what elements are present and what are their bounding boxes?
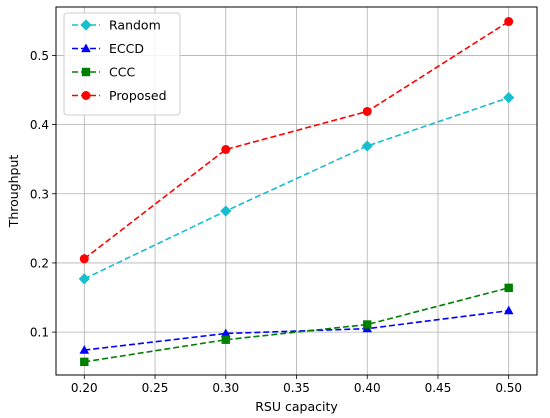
data-point-random [78,273,90,285]
y-tick-label: 0.1 [30,326,49,340]
series-line-random [83,96,509,280]
y-tick-label: 0.3 [30,187,49,201]
legend: Random ECCD CCC Proposed [63,12,181,116]
data-point-random [361,140,373,152]
x-axis-label: RSU capacity [255,399,338,414]
legend-item-ccc: CCC [72,65,135,80]
y-tick-label: 0.2 [30,256,49,270]
legend-label-proposed: Proposed [109,88,167,103]
ticks: 0.20 0.25 0.30 0.35 0.40 0.45 0.50 0.1 0.2 0.3 0.4… [30,49,522,395]
legend-marker-proposed [81,91,91,100]
data-point-eccd [220,328,231,338]
data-point-ccc [504,283,513,293]
x-tick-label: 0.25 [142,381,169,395]
data-point-proposed [362,106,372,116]
legend-marker-eccd [81,43,91,53]
x-tick-label: 0.50 [495,381,522,395]
data-point-eccd [503,305,514,315]
series-group [78,17,515,367]
x-tick-label: 0.30 [212,381,239,395]
data-point-ccc [221,335,230,344]
series-ccc [80,283,513,367]
x-tick-label: 0.20 [71,381,98,395]
legend-label-ccc: CCC [109,65,135,80]
x-tick-label: 0.45 [425,381,452,395]
legend-box [63,12,181,116]
y-tick-label: 0.4 [30,118,49,132]
legend-marker-ccc [81,67,91,77]
data-point-ccc [363,320,372,329]
legend-item-eccd: ECCD [72,41,144,56]
data-point-eccd [79,345,90,354]
legend-marker-random [80,19,92,31]
legend-item-random: Random [72,18,161,33]
legend-label-eccd: ECCD [109,41,144,56]
data-point-proposed [504,17,514,27]
grid [56,7,537,375]
series-proposed [79,17,514,264]
series-line-eccd [84,309,509,351]
data-point-random [220,205,232,217]
legend-item-proposed: Proposed [72,88,167,103]
x-tick-label: 0.35 [283,381,310,395]
data-point-proposed [79,254,89,264]
series-line-proposed [83,20,510,260]
data-point-proposed [221,144,231,154]
series-eccd [79,305,514,354]
data-point-random [503,92,515,104]
y-tick-label: 0.5 [30,49,49,63]
series-random [78,92,515,285]
legend-label-random: Random [109,18,161,33]
x-tick-label: 0.40 [354,381,381,395]
y-axis-label: Throughput [6,155,21,229]
data-point-ccc [80,357,89,367]
